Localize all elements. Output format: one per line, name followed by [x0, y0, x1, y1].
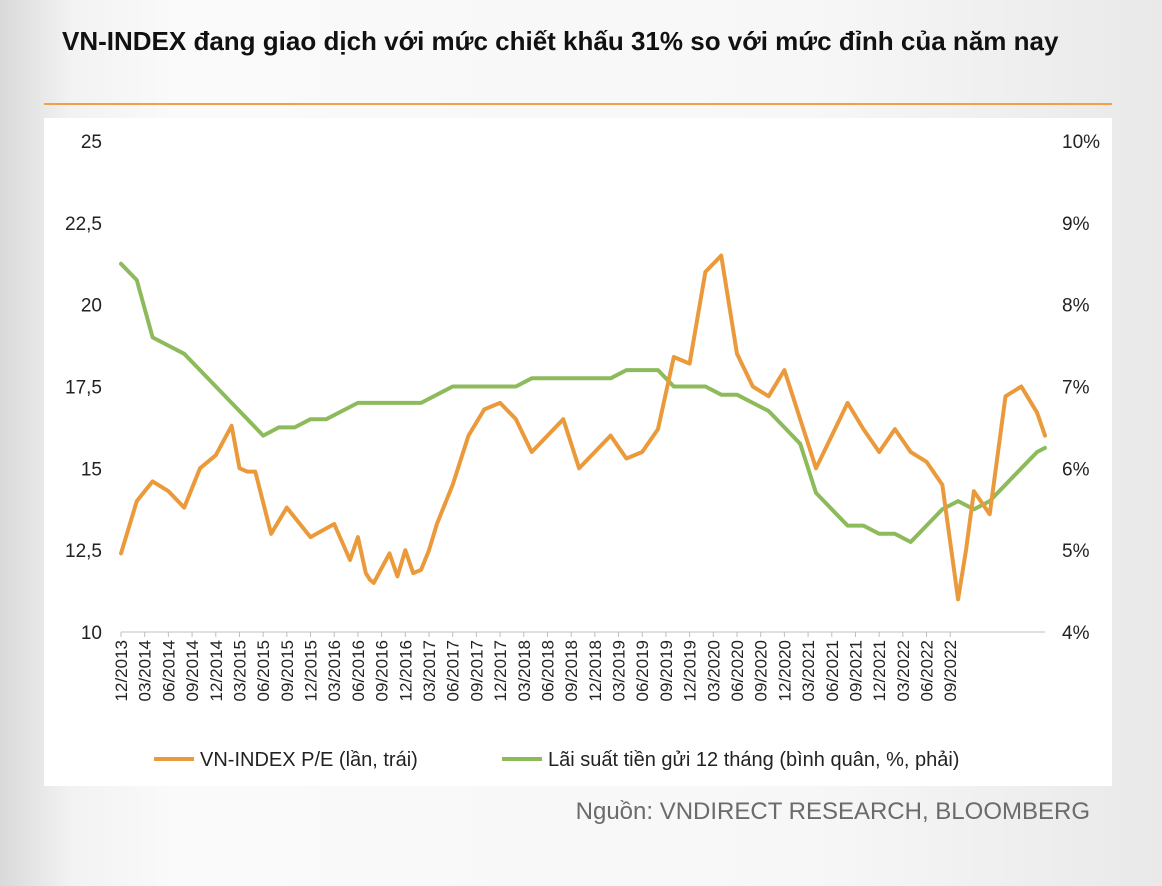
x-tick-label: 09/2020 [752, 640, 771, 701]
source-note: Nguồn: VNDIRECT RESEARCH, BLOOMBERG [575, 798, 1090, 825]
x-tick-label: 06/2015 [254, 640, 273, 701]
y-left-tick-label: 10 [81, 623, 102, 644]
y-left-tick-label: 15 [81, 459, 102, 480]
x-tick-label: 03/2018 [515, 640, 534, 701]
y-right-tick-label: 7% [1062, 378, 1090, 399]
x-tick-label: 09/2014 [183, 640, 202, 701]
x-tick-label: 12/2017 [491, 640, 510, 701]
y-left-tick-label: 22,5 [65, 214, 102, 235]
legend-label-pe: VN-INDEX P/E (lần, trái) [200, 749, 418, 771]
x-tick-label: 09/2018 [562, 640, 581, 701]
right-axis-ticks: 4% 5% 6% 7% 8% 9% 10% [1062, 132, 1100, 644]
x-tick-label: 03/2021 [799, 640, 818, 701]
x-tick-label: 03/2020 [704, 640, 723, 701]
x-tick-label: 12/2014 [207, 640, 226, 701]
x-tick-label: 06/2016 [349, 640, 368, 701]
y-right-tick-label: 5% [1062, 541, 1090, 562]
x-tick-label: 09/2021 [846, 640, 865, 701]
y-right-tick-label: 9% [1062, 214, 1090, 235]
x-tick-label: 03/2019 [610, 640, 629, 701]
x-tick-label: 06/2020 [728, 640, 747, 701]
x-tick-label: 12/2015 [302, 640, 321, 701]
y-left-tick-label: 17,5 [65, 378, 102, 399]
x-tick-label: 06/2017 [444, 640, 463, 701]
x-tick-label: 09/2015 [278, 640, 297, 701]
x-tick-label: 12/2018 [586, 640, 605, 701]
x-tick-label: 03/2016 [325, 640, 344, 701]
x-tick-label: 09/2016 [373, 640, 392, 701]
title-divider [44, 103, 1112, 105]
x-tick-label: 09/2022 [941, 640, 960, 701]
x-axis-ticks: 12/2013 03/2014 06/2014 09/2014 12/2014 03/20… [112, 632, 960, 701]
x-tick-label: 03/2015 [230, 640, 249, 701]
x-tick-label: 09/2017 [467, 640, 486, 701]
series-line-pe [119, 253, 1047, 602]
x-tick-label: 12/2016 [396, 640, 415, 701]
line-chart: 10 12,5 15 17,5 20 22,5 25 4% 5% 6% 7% 8% 9% 10% 12/… [65, 132, 1100, 771]
legend-label-rate: Lãi suất tiền gửi 12 tháng (bình quân, %… [548, 749, 959, 771]
x-tick-label: 12/2019 [681, 640, 700, 701]
x-tick-label: 03/2017 [420, 640, 439, 701]
x-tick-label: 06/2019 [633, 640, 652, 701]
x-tick-label: 06/2021 [823, 640, 842, 701]
x-tick-label: 03/2014 [136, 640, 155, 701]
y-right-tick-label: 8% [1062, 296, 1090, 317]
x-tick-label: 12/2013 [112, 640, 131, 701]
chart-panel: 10 12,5 15 17,5 20 22,5 25 4% 5% 6% 7% 8% 9% 10% 12/… [44, 118, 1112, 786]
x-tick-label: 06/2022 [918, 640, 937, 701]
x-tick-label: 03/2022 [894, 640, 913, 701]
y-left-tick-label: 20 [81, 296, 102, 317]
x-tick-label: 09/2019 [657, 640, 676, 701]
y-right-tick-label: 10% [1062, 132, 1100, 153]
x-tick-label: 06/2014 [159, 640, 178, 701]
x-tick-label: 12/2020 [775, 640, 794, 701]
chart-title: VN-INDEX đang giao dịch với mức chiết kh… [62, 26, 1059, 56]
y-left-tick-label: 25 [81, 132, 102, 153]
x-tick-label: 12/2021 [870, 640, 889, 701]
y-right-tick-label: 6% [1062, 459, 1090, 480]
x-tick-label: 06/2018 [538, 640, 557, 701]
series-line-rate [119, 261, 1047, 544]
legend: VN-INDEX P/E (lần, trái) Lãi suất tiền g… [154, 749, 959, 771]
y-left-tick-label: 12,5 [65, 541, 102, 562]
left-axis-ticks: 10 12,5 15 17,5 20 22,5 25 [65, 132, 102, 644]
y-right-tick-label: 4% [1062, 623, 1090, 644]
